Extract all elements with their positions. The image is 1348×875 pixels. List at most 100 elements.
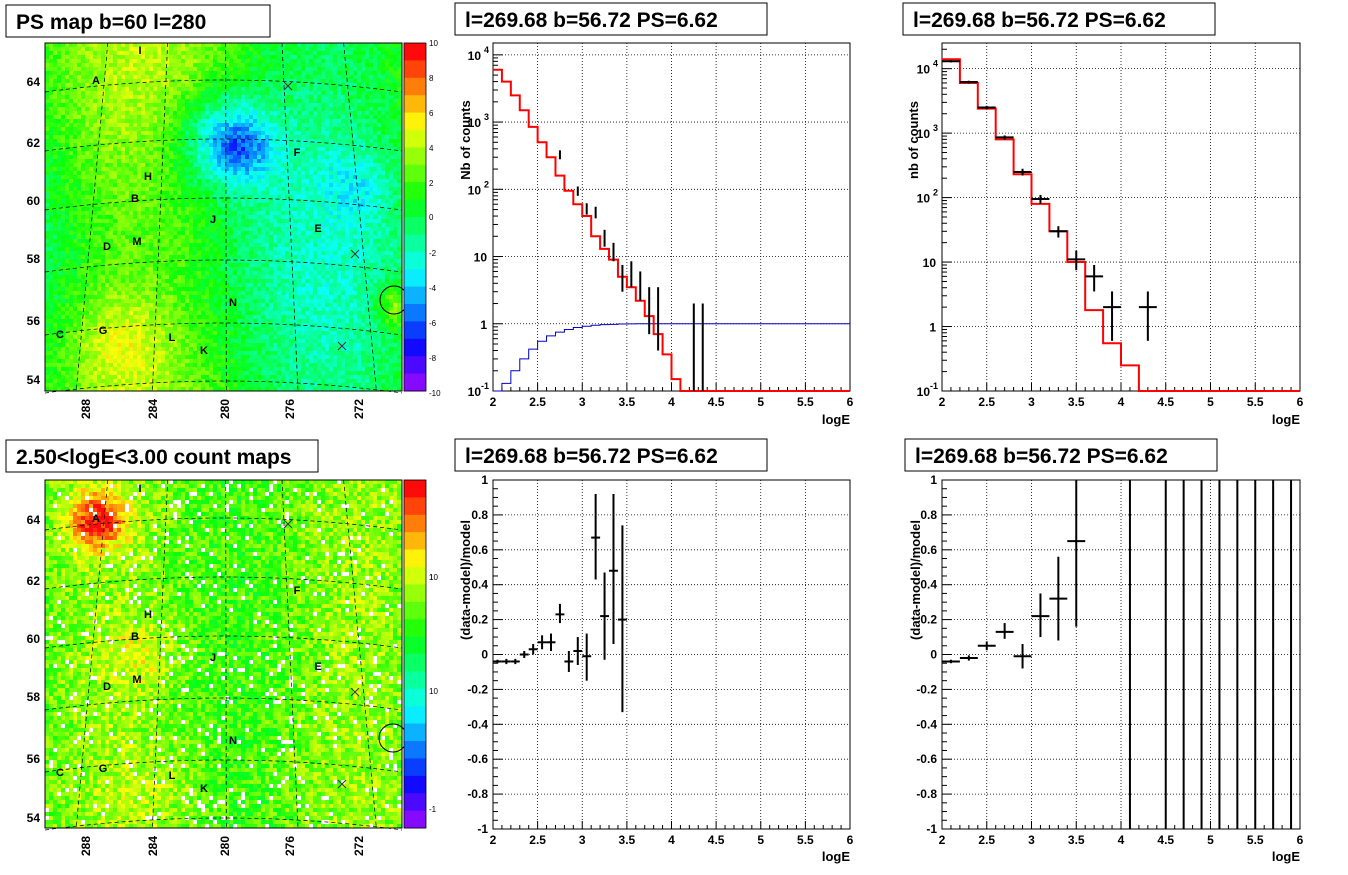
- map-pixel: [269, 187, 274, 192]
- map-pixel: [345, 251, 350, 256]
- map-pixel: [245, 219, 250, 224]
- map-pixel: [293, 211, 298, 216]
- map-pixel: [145, 127, 150, 132]
- map-pixel: [297, 111, 302, 116]
- map-pixel: [89, 247, 94, 252]
- map-pixel: [105, 259, 110, 264]
- map-pixel: [353, 219, 358, 224]
- map-pixel: [61, 123, 66, 128]
- map-pixel: [345, 131, 350, 136]
- map-pixel: [325, 235, 330, 240]
- map-pixel: [329, 67, 334, 72]
- map-pixel: [313, 83, 318, 88]
- map-pixel: [377, 83, 382, 88]
- map-pixel: [245, 199, 250, 204]
- map-pixel: [209, 227, 214, 232]
- map-pixel: [61, 67, 66, 72]
- map-pixel: [357, 59, 362, 64]
- map-pixel: [197, 111, 202, 116]
- map-pixel: [205, 143, 210, 148]
- map-pixel: [269, 91, 274, 96]
- map-pixel: [77, 67, 82, 72]
- map-pixel: [169, 147, 174, 152]
- map-pixel: [161, 119, 166, 124]
- map-pixel: [217, 159, 222, 164]
- map-pixel: [121, 159, 126, 164]
- map-pixel: [357, 179, 362, 184]
- map-pixel: [373, 251, 378, 256]
- map-pixel: [205, 155, 210, 160]
- map-pixel: [361, 175, 366, 180]
- map-pixel: [273, 227, 278, 232]
- map-pixel: [381, 159, 386, 164]
- map-pixel: [65, 259, 70, 264]
- map-pixel: [377, 119, 382, 124]
- map-pixel: [185, 167, 190, 172]
- map-pixel: [289, 123, 294, 128]
- map-pixel: [113, 239, 118, 244]
- map-pixel: [289, 79, 294, 84]
- map-pixel: [373, 183, 378, 188]
- map-pixel: [377, 71, 382, 76]
- map-pixel: [77, 47, 82, 52]
- map-pixel: [257, 115, 262, 120]
- map-pixel: [81, 171, 86, 176]
- map-pixel: [261, 243, 266, 248]
- map-pixel: [181, 107, 186, 112]
- map-pixel: [389, 99, 394, 104]
- map-pixel: [181, 223, 186, 228]
- map-pixel: [61, 135, 66, 140]
- map-pixel: [193, 119, 198, 124]
- map-pixel: [393, 147, 398, 152]
- map-pixel: [129, 43, 134, 48]
- map-pixel: [197, 155, 202, 160]
- map-pixel: [141, 95, 146, 100]
- map-pixel: [173, 175, 178, 180]
- map-pixel: [393, 135, 398, 140]
- map-pixel: [269, 215, 274, 220]
- map-pixel: [173, 155, 178, 160]
- map-pixel: [213, 95, 218, 100]
- map-pixel: [53, 195, 58, 200]
- map-pixel: [65, 47, 70, 52]
- map-pixel: [117, 151, 122, 156]
- map-pixel: [157, 71, 162, 76]
- map-pixel: [313, 99, 318, 104]
- map-pixel: [137, 99, 142, 104]
- map-pixel: [337, 207, 342, 212]
- map-pixel: [133, 263, 138, 268]
- map-pixel: [253, 227, 258, 232]
- map-pixel: [173, 91, 178, 96]
- map-pixel: [213, 191, 218, 196]
- map-pixel: [269, 211, 274, 216]
- map-pixel: [317, 123, 322, 128]
- map-pixel: [377, 191, 382, 196]
- map-pixel: [329, 123, 334, 128]
- map-pixel: [357, 87, 362, 92]
- map-pixel: [233, 255, 238, 260]
- map-pixel: [245, 103, 250, 108]
- map-pixel: [117, 111, 122, 116]
- map-pixel: [97, 179, 102, 184]
- map-pixel: [45, 139, 50, 144]
- map-pixel: [333, 87, 338, 92]
- map-pixel: [249, 227, 254, 232]
- map-pixel: [281, 75, 286, 80]
- map-pixel: [305, 163, 310, 168]
- map-pixel: [129, 51, 134, 56]
- map-pixel: [337, 123, 342, 128]
- map-pixel: [281, 227, 286, 232]
- map-pixel: [93, 139, 98, 144]
- map-pixel: [73, 71, 78, 76]
- map-pixel: [45, 75, 50, 80]
- map-pixel: [85, 239, 90, 244]
- map-pixel: [217, 135, 222, 140]
- map-pixel: [217, 143, 222, 148]
- map-pixel: [173, 187, 178, 192]
- map-pixel: [73, 115, 78, 120]
- map-pixel: [221, 191, 226, 196]
- map-pixel: [189, 55, 194, 60]
- map-pixel: [213, 135, 218, 140]
- map-pixel: [341, 95, 346, 100]
- map-pixel: [265, 99, 270, 104]
